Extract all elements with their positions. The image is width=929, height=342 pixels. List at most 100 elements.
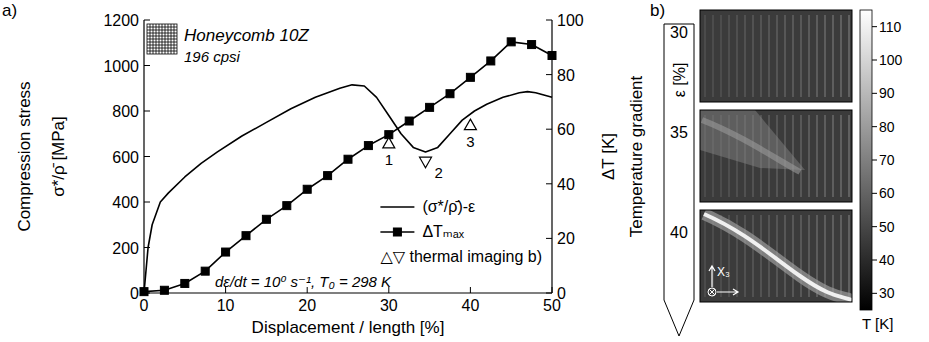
icon-grid [171, 24, 172, 54]
legend: (σ*/ρ̄)-εΔTₘₐₓ△▽ thermal imaging b) [380, 198, 542, 265]
y2-tick [546, 183, 552, 184]
square-marker [140, 288, 148, 296]
square-marker [344, 155, 352, 163]
y2-tick [546, 74, 552, 75]
thermal-streak [848, 215, 850, 297]
thermal-streak [816, 15, 818, 97]
y-axis-title: σ*/ρ̄ [MPa] [49, 116, 68, 197]
square-marker [487, 57, 495, 65]
triangle-up-marker [464, 119, 476, 129]
colorbar-tick [872, 60, 877, 61]
colorbar-tick-label: 70 [879, 152, 895, 168]
strain-arrow [664, 24, 694, 336]
thermal-streak [832, 115, 834, 197]
square-marker [222, 248, 230, 256]
thermal-streak [816, 115, 818, 197]
legend-label: (σ*/ρ̄)-ε [422, 198, 475, 215]
warm-band [702, 120, 800, 172]
subtitle: Honeycomb 10Z [184, 26, 309, 45]
y2-tick-label: 40 [557, 176, 575, 193]
thermal-streak [704, 215, 706, 297]
thermal-streak [840, 15, 842, 97]
thermal-streak [800, 215, 802, 297]
square-marker [548, 51, 556, 59]
thermal-streak [752, 15, 754, 97]
thermal-image-frame [700, 110, 852, 202]
colorbar-tick-label: 80 [879, 119, 895, 135]
thermal-streak [736, 15, 738, 97]
y2-tick-label: 100 [557, 12, 584, 29]
y-tick-label: 200 [112, 240, 139, 257]
y-tick [144, 111, 150, 112]
y-tick [144, 247, 150, 248]
y2-tick-label: 20 [557, 230, 575, 247]
icon-grid [174, 24, 175, 54]
x-tick-label: 20 [298, 297, 316, 314]
y-tick-label: 800 [112, 103, 139, 120]
x-axis-title: Displacement / length [%] [252, 318, 445, 337]
colorbar-tick-label: 40 [879, 252, 895, 268]
icon-grid [147, 48, 177, 49]
y-tick [144, 20, 150, 21]
y-tick-label: 0 [130, 285, 139, 302]
thermal-streak [744, 215, 746, 297]
square-marker [466, 73, 474, 81]
x-tick-label: 40 [462, 297, 480, 314]
colorbar-tick-label: 110 [879, 19, 902, 35]
square-marker [303, 185, 311, 193]
axis-symbol [708, 288, 716, 296]
icon-grid [165, 24, 166, 54]
y2-tick [546, 238, 552, 239]
icon-frame [147, 24, 177, 54]
thermal-streak [744, 15, 746, 97]
colorbar-title: T [K] [862, 315, 893, 332]
colorbar-tick-label: 90 [879, 85, 895, 101]
hot-band [704, 214, 852, 300]
y-tick-label: 1200 [103, 12, 139, 29]
point-label: 1 [385, 151, 393, 168]
square-marker [507, 38, 515, 46]
y2-axis-title: Temperature gradient [627, 75, 646, 237]
thermal-image [700, 110, 852, 202]
colorbar-tick [872, 260, 877, 261]
y2-axis-title: ΔT [K] [599, 133, 618, 180]
thermal-streak [784, 215, 786, 297]
thermal-streak [768, 15, 770, 97]
y2-tick [546, 129, 552, 130]
square-marker [528, 41, 536, 49]
y-tick-label: 1000 [103, 58, 139, 75]
frame-label: 30 [670, 24, 688, 41]
panel-label: b) [650, 1, 665, 20]
axis-arrow [709, 266, 715, 287]
y-tick-label: 400 [112, 194, 139, 211]
thermal-image-frame [700, 210, 852, 302]
annotation: 196 cpsi [184, 48, 241, 65]
colorbar-tick-label: 50 [879, 219, 895, 235]
thermal-streak [728, 15, 730, 97]
series-line [144, 42, 552, 292]
panel-b: b)303540X₃ε [%]30405060708090100110T [K] [650, 1, 903, 336]
thermal-streak [808, 115, 810, 197]
y-tick [144, 65, 150, 66]
y2-axis-line [551, 20, 552, 293]
y2-tick-label: 0 [557, 285, 566, 302]
thermal-image-ground [700, 110, 852, 202]
y2-tick [546, 293, 552, 294]
square-marker [160, 286, 168, 294]
y-tick [144, 202, 150, 203]
thermal-streak [784, 15, 786, 97]
square-marker [262, 215, 270, 223]
colorbar-tick-label: 30 [879, 285, 895, 301]
colorbar-tick [872, 193, 877, 194]
thermal-streak [776, 15, 778, 97]
icon-grid [147, 39, 177, 40]
thermal-image-frame [700, 10, 852, 102]
icon-grid [147, 42, 177, 43]
thermal-streak [712, 15, 714, 97]
thermal-streak [760, 215, 762, 297]
frame-label: 40 [670, 224, 688, 241]
hot-band-glow [704, 214, 852, 300]
thermal-streak [808, 15, 810, 97]
square-marker [364, 142, 372, 150]
thermal-streak [792, 215, 794, 297]
